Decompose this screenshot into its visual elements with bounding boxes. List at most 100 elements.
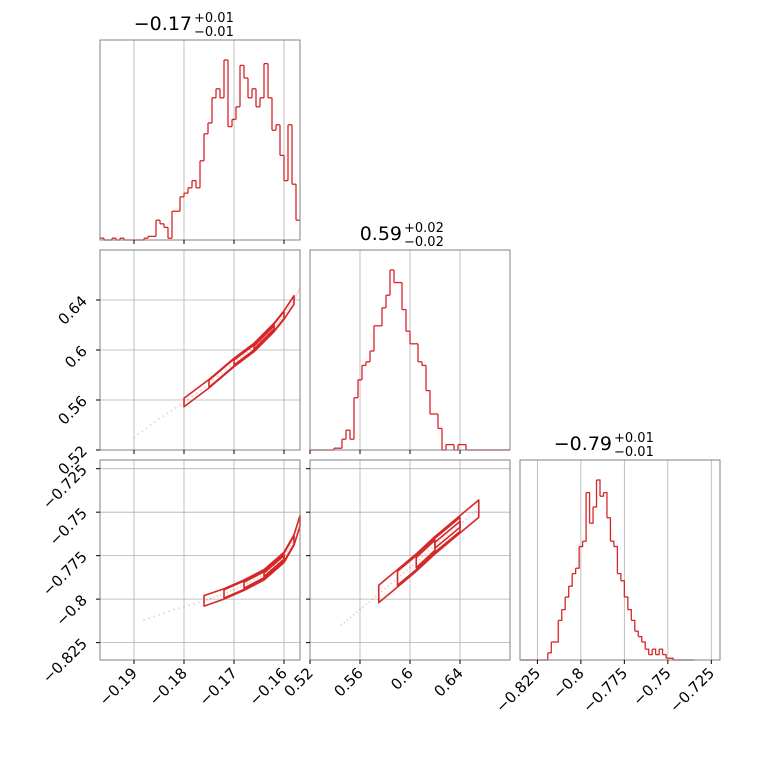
- corr-xz-sample-2-4: [216, 595, 219, 598]
- corr-yz-sample-3-5: [412, 564, 415, 567]
- corr-yz-sample-0-2: [346, 619, 349, 621]
- corr-xz-ytick-label-2: −0.775: [39, 548, 91, 600]
- corr-yz-sample-2-2: [384, 587, 386, 590]
- hist-z-xtick-label-4: −0.725: [666, 664, 718, 716]
- corr-xy-sample-0-3: [145, 427, 148, 430]
- corr-yz-sample-0-0: [340, 624, 343, 627]
- corr-yz-sample-6-1: [462, 520, 465, 523]
- corr-yz-sample-2-3: [387, 585, 390, 587]
- corr-yz-xtick-label-0: 0.52: [280, 664, 316, 700]
- corr-yz-xtick-label-3: 0.64: [430, 664, 466, 700]
- corr-xz-sample-4-2: [249, 580, 252, 583]
- corr-yz-sample-0-1: [343, 621, 346, 624]
- corr-yz-sample-1-2: [365, 603, 368, 606]
- corr-xy-sample-4-1: [236, 359, 239, 361]
- corr-xz-sample-0-5: [168, 610, 170, 613]
- corr-xy-contour-1: [208, 310, 285, 389]
- corr-xy-sample-7-5: [291, 301, 294, 304]
- hist-z-title-value: −0.79: [554, 433, 612, 455]
- corr-yz-xtick-label-1: 0.56: [330, 664, 366, 700]
- text-layer: −0.17 +0.01−0.010.59 +0.02−0.02−0.79 +0.01−…: [39, 11, 718, 716]
- corr-xy-sample-8-3: [296, 292, 298, 295]
- grid-layer: [100, 40, 712, 660]
- corr-yz-sample-0-4: [352, 613, 355, 616]
- corr-yz-sample-2-4: [390, 582, 393, 585]
- corr-xy-sample-2-5: [203, 385, 206, 388]
- data-layer: [100, 59, 695, 661]
- corr-yz-sample-6-3: [468, 515, 471, 518]
- corr-xz-ytick-label-0: −0.825: [39, 635, 91, 687]
- corr-yz-sample-4-3: [424, 553, 427, 555]
- corr-xz-frame: [99, 459, 301, 661]
- hist-z-xtick-label-0: −0.825: [492, 664, 544, 716]
- corr-xy-sample-2-3: [195, 392, 198, 395]
- hist-z-xtick-label-1: −0.8: [549, 664, 587, 702]
- corr-xz-sample-3-1: [226, 591, 229, 594]
- corr-xy-sample-3-3: [220, 372, 223, 375]
- corr-xz-sample-4-3: [253, 579, 255, 581]
- corr-yz-sample-1-4: [371, 598, 374, 601]
- corr-xz-contour-2: [243, 553, 285, 589]
- corr-xy-sample-0-0: [133, 436, 135, 439]
- corr-yz-sample-6-4: [471, 513, 474, 515]
- corr-yz-sample-5-5: [454, 526, 457, 529]
- corr-yz-sample-4-2: [421, 555, 424, 558]
- corr-yz-sample-5-4: [450, 530, 453, 533]
- corr-xz-sample-3-4: [236, 587, 239, 590]
- corr-xz-xtick-label-2: −0.17: [196, 664, 241, 709]
- corr-yz-sample-3-2: [402, 572, 405, 574]
- corr-xy-sample-3-5: [228, 365, 231, 367]
- corr-xz-sample-7-2: [295, 532, 297, 535]
- corr-xz-sample-3-2: [229, 590, 232, 592]
- hist-z-xtick-label-2: −0.775: [579, 664, 631, 716]
- corr-xy-ytick-label-2: 0.6: [61, 342, 91, 372]
- hist-z-title-plus: +0.01: [614, 431, 654, 446]
- corr-xz-sample-0-4: [163, 612, 165, 614]
- corr-xy-sample-2-1: [187, 398, 190, 401]
- hist-y-title-plus: +0.02: [404, 221, 444, 236]
- corr-xz-sample-4-4: [256, 577, 259, 580]
- corr-xz-sample-1-4: [193, 602, 195, 605]
- corr-xy-sample-0-5: [153, 420, 156, 423]
- corr-xz-sample-2-2: [209, 597, 212, 600]
- corr-xy-sample-0-4: [149, 424, 152, 426]
- corr-xz-sample-0-0: [143, 619, 145, 621]
- corr-xz-sample-0-2: [153, 615, 155, 618]
- hist-x-frame: [99, 39, 301, 241]
- corr-yz-sample-2-5: [393, 579, 396, 582]
- corr-xy-sample-4-4: [246, 351, 249, 354]
- corr-yz-sample-6-5: [474, 510, 477, 513]
- corr-xy-sample-6-2: [276, 322, 279, 325]
- corr-xz-sample-1-1: [178, 607, 180, 610]
- corr-xy-contour-3: [253, 325, 275, 350]
- corr-yz-sample-1-3: [368, 600, 371, 603]
- corr-xz-sample-1-2: [183, 605, 185, 608]
- corr-yz-sample-5-1: [438, 540, 441, 543]
- corr-xy-sample-4-2: [239, 356, 242, 359]
- corr-xy-ytick-label-1: 0.56: [54, 392, 90, 428]
- corr-xy-sample-4-5: [249, 349, 252, 351]
- corr-xy-sample-1-1: [162, 415, 165, 417]
- hist-z-title-minus: −0.01: [614, 445, 654, 460]
- corr-xy-sample-7-3: [288, 306, 290, 309]
- corr-xz-sample-6-4: [289, 544, 292, 547]
- hist-y-title-value: 0.59: [360, 223, 402, 245]
- corr-xz-sample-0-3: [158, 613, 160, 616]
- corr-xy-sample-2-4: [199, 389, 202, 391]
- corr-yz-contour-3: [434, 520, 461, 549]
- corr-yz-sample-1-1: [362, 606, 365, 608]
- corr-xz-ytick-label-1: −0.8: [52, 591, 90, 629]
- corr-xy-sample-0-2: [141, 430, 144, 433]
- corr-xz-sample-2-3: [213, 596, 215, 599]
- corr-xz-sample-6-5: [291, 541, 294, 544]
- corr-yz-sample-4-5: [430, 547, 433, 550]
- corr-xy-sample-7-4: [289, 304, 292, 306]
- corr-xz-sample-3-3: [233, 588, 235, 591]
- corr-yz-sample-5-2: [442, 537, 445, 540]
- corr-xy-sample-6-1: [274, 324, 277, 327]
- corr-xz-xtick-label-1: −0.18: [146, 664, 191, 709]
- corr-xz-contour-0: [203, 514, 301, 607]
- corr-yz-sample-1-0: [359, 608, 361, 611]
